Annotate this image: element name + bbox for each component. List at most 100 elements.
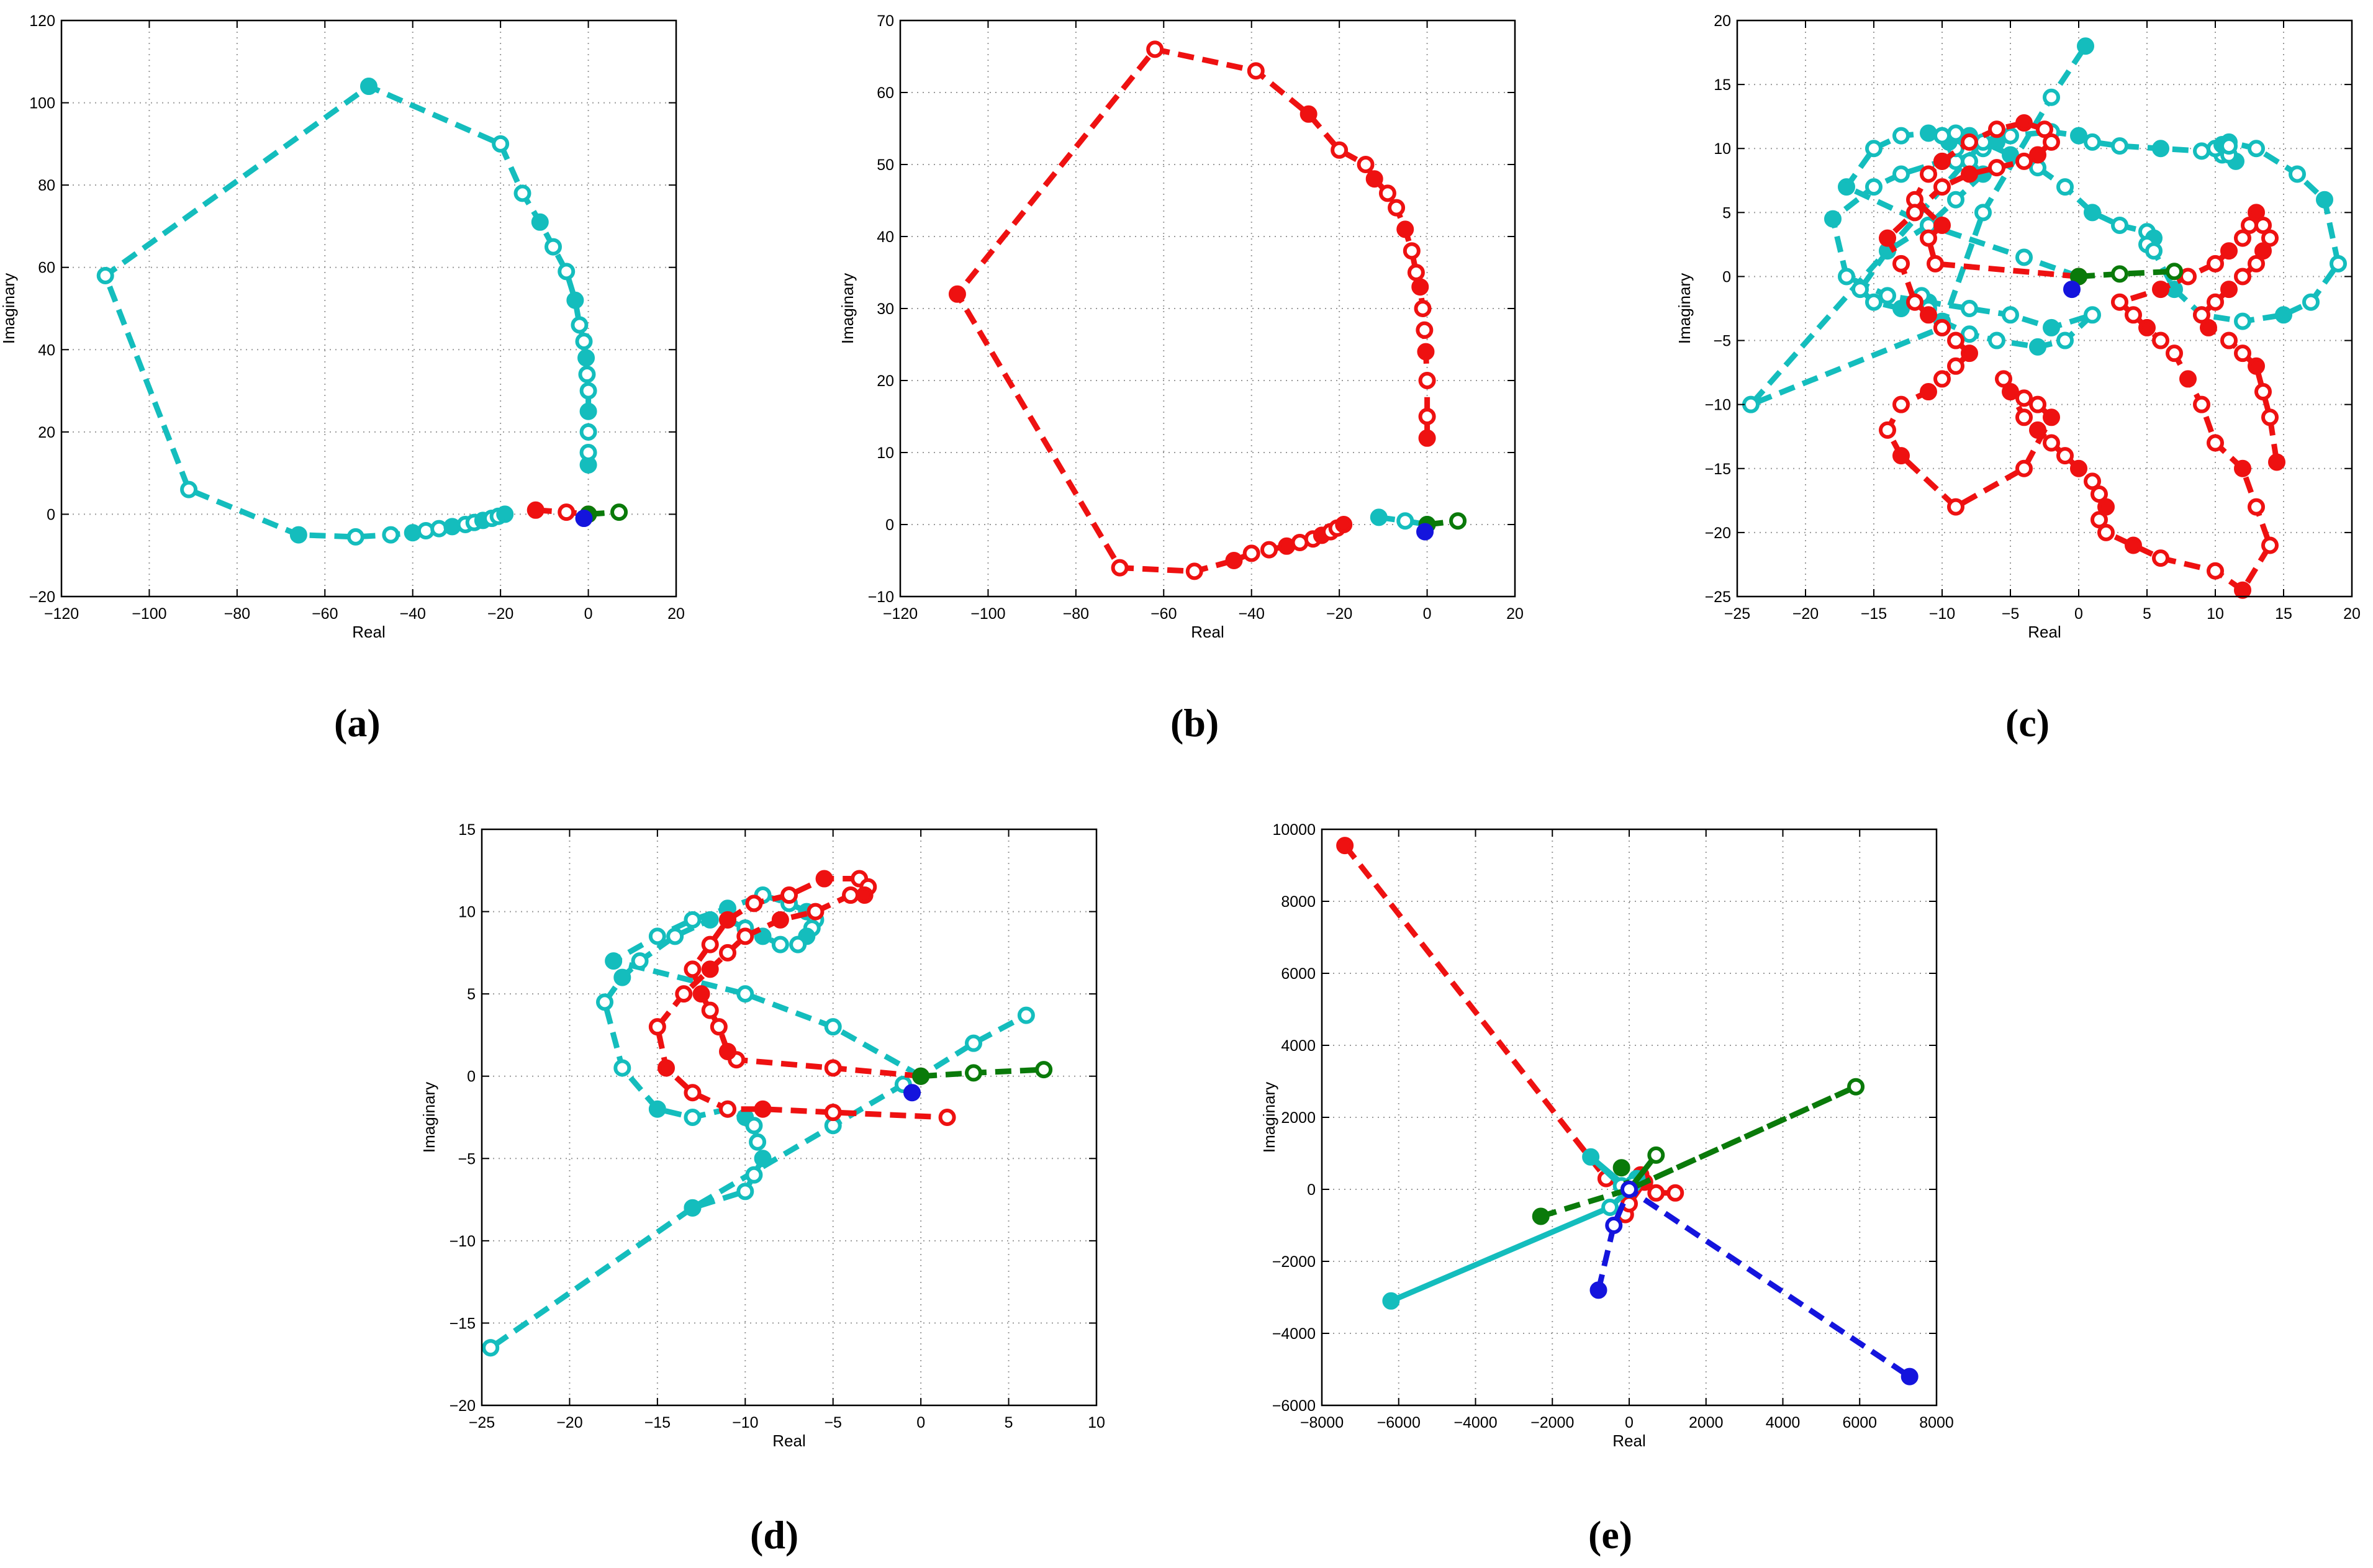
x-tick-label: −10 [732,1414,758,1431]
data-point-red [2036,120,2053,138]
data-point-red [658,1059,675,1077]
caption-b: (b) [1170,701,1219,745]
x-tick-label: −2000 [1530,1414,1574,1431]
data-point-red [1933,216,1951,234]
data-point-red [1146,40,1164,58]
y-tick-label: −15 [450,1315,476,1332]
data-point-cyan [2248,140,2265,158]
data-point-cyan [575,333,593,351]
data-point-red [2193,306,2210,324]
data-point-red [1365,170,1383,188]
y-tick-label: 5 [1722,204,1731,222]
data-point-cyan [648,927,666,945]
data-point-red [2043,434,2060,452]
data-point-red [754,1100,772,1118]
data-point-red [719,1100,736,1118]
data-point-red [2207,562,2224,580]
data-point-red [684,960,702,978]
y-tick-label: 5 [467,986,476,1003]
data-point-cyan [2193,142,2210,160]
data-point-red [1933,370,1951,388]
y-axis-label: Imaginary [420,1082,438,1153]
data-point-cyan [496,505,514,523]
data-point-red [527,501,545,519]
data-point-green [1847,1078,1865,1096]
data-point-red [2234,345,2251,363]
data-point-cyan [2056,178,2074,196]
data-point-red [558,503,576,521]
data-point-cyan [571,316,589,334]
y-axis-label: Imaginary [1260,1082,1278,1153]
x-tick-label: −4000 [1453,1414,1497,1431]
data-point-red [1336,837,1354,855]
series-line-green [2078,268,2175,279]
y-tick-label: 120 [29,12,55,30]
data-point-cyan [771,935,789,953]
data-point-red [2254,216,2272,234]
data-point-cyan [545,238,562,256]
data-point-red [2166,345,2183,363]
data-point-cyan [2056,331,2074,349]
x-tick-label: −60 [312,605,338,623]
data-point-red [948,285,966,303]
data-point-red [736,927,754,945]
x-tick-label: 5 [1005,1414,1013,1431]
axes-frame [481,828,1098,1407]
y-tick-label: 15 [458,821,476,839]
y-tick-label: 0 [47,506,55,523]
data-point-red [856,886,874,904]
data-point-red [2138,318,2156,336]
chart-d: −25 −20 −15 −10 −5 0 5 10−20−15−10−5051015RealI… [420,821,1105,1450]
data-point-red [2029,146,2046,164]
data-point-cyan [96,266,114,284]
data-point-cyan [2029,338,2046,356]
x-tick-label: −120 [44,605,79,623]
data-point-cyan [1947,191,1964,209]
data-point-cyan [360,78,377,96]
data-point-blue [1901,1367,1919,1386]
y-tick-label: −25 [1705,588,1731,606]
data-point-cyan [2289,165,2306,183]
x-tick-label: 0 [1625,1414,1634,1431]
data-point-red [1933,152,1951,170]
y-tick-label: 40 [877,228,894,246]
data-point-red [2015,152,2033,170]
data-point-red [701,960,719,978]
y-tick-label: −20 [29,588,55,606]
data-point-red [1260,541,1278,559]
y-tick-label: −5 [1713,333,1731,350]
data-point-red [780,886,798,904]
data-point-cyan [1988,331,2005,349]
y-tick-label: 60 [877,84,894,102]
y-tick-label: 60 [38,259,55,277]
data-point-blue [2063,281,2081,299]
data-point-red [2179,370,2197,388]
data-point-red [2268,453,2285,471]
data-point-red [701,935,719,953]
data-point-cyan [1017,1006,1035,1024]
data-point-red [1995,370,2012,388]
data-point-red [2015,459,2033,477]
data-point-blue [1605,1217,1623,1234]
data-point-cyan [1961,300,1978,317]
x-tick-label: 5 [2143,605,2151,623]
x-tick-label: −20 [1326,605,1352,623]
data-point-cyan [1851,281,1869,299]
data-point-red [1418,429,1436,447]
y-tick-label: 0 [1307,1181,1316,1199]
data-point-green [2070,268,2087,286]
data-point-red [2220,331,2238,349]
y-tick-label: 80 [38,177,55,194]
x-tick-label: −80 [224,605,250,623]
y-tick-label: 2000 [1281,1109,1316,1127]
data-point-red [2029,395,2046,413]
data-point-red [719,911,736,929]
x-tick-label: −40 [1239,605,1265,623]
data-point-red [1947,498,1964,516]
data-point-red [2152,281,2169,299]
x-axis-label: Real [1612,1431,1645,1450]
data-point-red [1185,562,1203,580]
data-point-cyan [701,911,719,929]
data-point-red [2207,293,2224,311]
